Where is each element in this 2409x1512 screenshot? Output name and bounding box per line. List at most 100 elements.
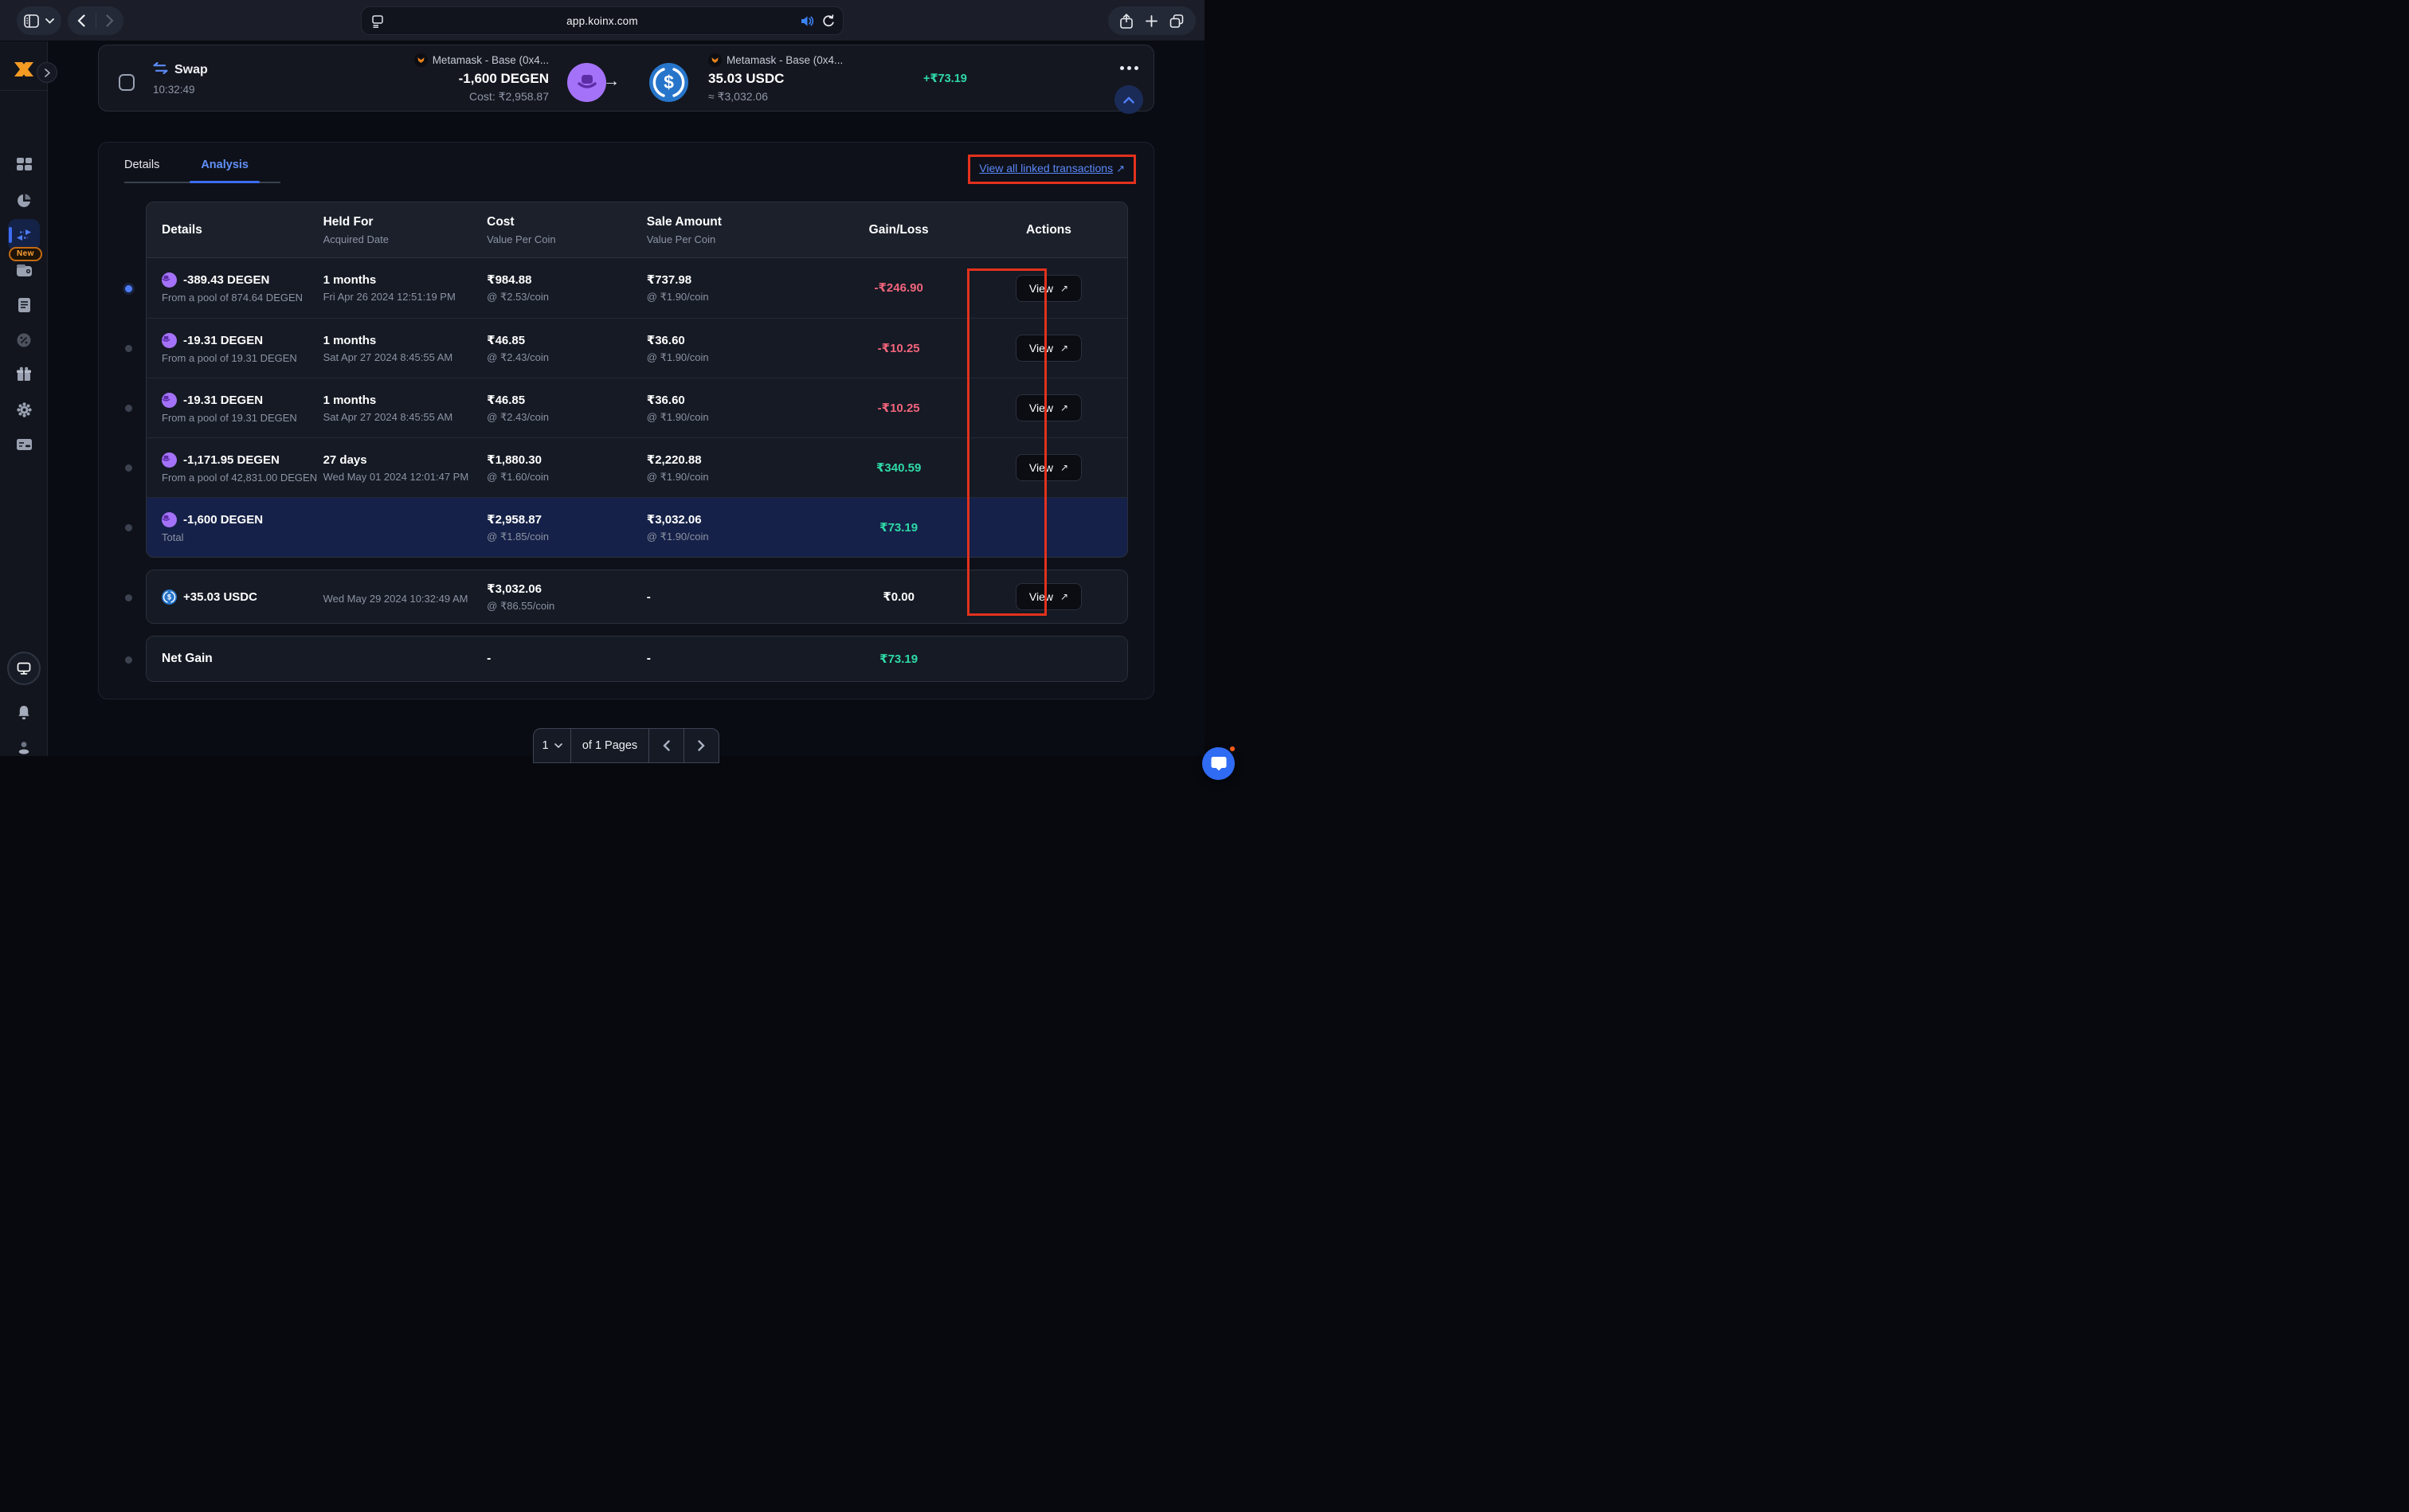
gift-icon bbox=[17, 366, 31, 381]
gain-loss-value: ₹0.00 bbox=[883, 590, 915, 604]
column-subheader: Value Per Coin bbox=[646, 233, 716, 245]
chevron-down-icon bbox=[45, 18, 55, 24]
audio-playing-icon[interactable] bbox=[801, 15, 814, 27]
tab-details[interactable]: Details bbox=[124, 159, 160, 171]
page-format-icon[interactable] bbox=[372, 15, 383, 28]
more-options-button[interactable] bbox=[1120, 66, 1138, 70]
next-page-button[interactable] bbox=[684, 729, 719, 762]
asset-source: Total bbox=[162, 531, 184, 543]
asset-icon-wrap: $ bbox=[162, 272, 177, 288]
sidebar-panel-icon bbox=[23, 14, 39, 28]
share-icon[interactable] bbox=[1120, 13, 1134, 29]
table-header-row: Details Held For Acquired Date Cost Valu… bbox=[147, 202, 1127, 258]
pie-chart-icon bbox=[18, 194, 31, 207]
view-button[interactable]: View ↗ bbox=[1015, 274, 1083, 302]
cost-per-coin: @ ₹1.60/coin bbox=[487, 470, 549, 483]
from-wallet-label: Metamask - Base (0x4... bbox=[432, 54, 549, 66]
table-row: $ Net Gain - - ₹73.19 ↗ bbox=[147, 637, 1127, 681]
sidebar-item-transactions[interactable] bbox=[8, 219, 40, 251]
sidebar-item-wallets[interactable] bbox=[8, 254, 40, 286]
view-button-label: View bbox=[1028, 461, 1053, 474]
table-row: $ -1,171.95 DEGEN From a pool of 42,831.… bbox=[147, 437, 1127, 497]
view-button[interactable]: View ↗ bbox=[1015, 394, 1083, 421]
asset-amount: Net Gain bbox=[162, 652, 213, 665]
column-header-actions: Actions bbox=[1026, 222, 1071, 237]
pages-count-label: of 1 Pages bbox=[570, 729, 648, 762]
current-page: 1 bbox=[542, 739, 549, 752]
sidebar-item-dashboard[interactable] bbox=[8, 148, 40, 180]
view-button[interactable]: View ↗ bbox=[1015, 583, 1083, 610]
held-duration: 1 months bbox=[323, 273, 377, 287]
cost-per-coin: @ ₹86.55/coin bbox=[487, 599, 555, 612]
table-row: $ -1,600 DEGEN Total ₹2,958.87 @ ₹1.85/c… bbox=[147, 497, 1127, 557]
chat-bubble-icon bbox=[1211, 757, 1226, 771]
view-button-label: View bbox=[1028, 342, 1053, 354]
sidebar-item-profile[interactable] bbox=[8, 731, 40, 763]
held-duration: 1 months bbox=[323, 393, 377, 407]
tab-overview-icon[interactable] bbox=[1169, 14, 1184, 28]
back-button[interactable] bbox=[77, 14, 85, 27]
cost-value: ₹3,032.06 bbox=[487, 582, 542, 596]
external-link-arrow-icon: ↗ bbox=[1060, 402, 1069, 413]
page-select[interactable]: 1 bbox=[534, 729, 570, 762]
new-tab-icon[interactable] bbox=[1145, 14, 1157, 27]
view-button[interactable]: View ↗ bbox=[1015, 454, 1083, 481]
asset-amount: +35.03 USDC bbox=[183, 590, 257, 604]
sidebar-divider bbox=[0, 90, 48, 91]
view-button[interactable]: View ↗ bbox=[1015, 335, 1083, 362]
transaction-gain: +₹73.19 bbox=[923, 72, 967, 85]
reload-icon[interactable] bbox=[822, 14, 835, 28]
tab-analysis[interactable]: Analysis bbox=[190, 159, 260, 183]
sidebar-item-reports[interactable] bbox=[8, 289, 40, 321]
timeline-dot bbox=[125, 345, 132, 352]
linked-transactions-annotation-box: View all linked transactions ↗ bbox=[968, 155, 1136, 184]
cost-value: ₹1,880.30 bbox=[487, 452, 542, 467]
gain-loss-value: ₹73.19 bbox=[879, 520, 919, 535]
address-bar[interactable]: app.koinx.com bbox=[361, 6, 844, 35]
chat-widget-button[interactable] bbox=[1202, 747, 1235, 780]
to-approx-value: ≈ ₹3,032.06 bbox=[708, 90, 768, 103]
metamask-icon bbox=[413, 53, 428, 67]
cost-value: ₹46.85 bbox=[487, 393, 526, 407]
report-file-icon bbox=[18, 298, 30, 312]
gain-loss-value: -₹10.25 bbox=[877, 401, 920, 415]
cost-value: ₹2,958.87 bbox=[487, 512, 542, 527]
table-row: $ +35.03 USDC Wed May 29 2024 10:32:49 A… bbox=[147, 570, 1127, 623]
sale-per-coin: @ ₹1.90/coin bbox=[646, 291, 709, 303]
sidebar-item-tax-offers[interactable] bbox=[8, 324, 40, 356]
chevron-down-icon bbox=[554, 743, 562, 748]
sidebar-item-settings[interactable] bbox=[8, 394, 40, 425]
external-link-arrow-icon: ↗ bbox=[1060, 343, 1069, 354]
sidebar-toggle-button[interactable] bbox=[17, 6, 61, 35]
sidebar-item-portfolio[interactable] bbox=[8, 185, 40, 217]
transaction-checkbox[interactable] bbox=[119, 74, 135, 91]
asset-amount: -1,171.95 DEGEN bbox=[183, 452, 280, 467]
column-subheader: Acquired Date bbox=[323, 233, 389, 245]
sidebar-expand-button[interactable] bbox=[37, 62, 57, 83]
asset-amount: -19.31 DEGEN bbox=[183, 393, 264, 407]
transactions-swap-icon bbox=[17, 229, 31, 241]
collapse-button[interactable] bbox=[1114, 85, 1143, 114]
sidebar-item-rewards[interactable] bbox=[8, 358, 40, 390]
sidebar-item-cards[interactable] bbox=[8, 429, 40, 460]
previous-page-button[interactable] bbox=[648, 729, 684, 762]
column-subheader: Value Per Coin bbox=[487, 233, 556, 245]
degen-icon bbox=[162, 511, 177, 527]
cost-value: ₹46.85 bbox=[487, 333, 526, 347]
cost-per-coin: @ ₹1.85/coin bbox=[487, 530, 549, 543]
acquired-date: Fri Apr 26 2024 12:51:19 PM bbox=[323, 291, 456, 303]
asset-icon-wrap: $ bbox=[162, 452, 177, 468]
sidebar-item-notifications[interactable] bbox=[8, 696, 40, 728]
gear-icon bbox=[16, 402, 32, 417]
acquired-date: Wed May 01 2024 12:01:47 PM bbox=[323, 470, 469, 483]
gain-loss-value: -₹246.90 bbox=[874, 281, 923, 295]
forward-button[interactable] bbox=[106, 14, 114, 27]
timeline-dot bbox=[125, 285, 132, 292]
main-area: Swap 10:32:49 Metamask - Base (0x4... -1… bbox=[48, 41, 1236, 780]
table-row: $ -389.43 DEGEN From a pool of 874.64 DE… bbox=[147, 258, 1127, 318]
koinx-logo[interactable] bbox=[13, 61, 35, 82]
external-link-arrow-icon: ↗ bbox=[1060, 282, 1069, 294]
view-all-linked-transactions-link[interactable]: View all linked transactions bbox=[979, 162, 1114, 174]
column-header-details: Details bbox=[162, 222, 202, 237]
support-demo-button[interactable] bbox=[7, 652, 41, 685]
